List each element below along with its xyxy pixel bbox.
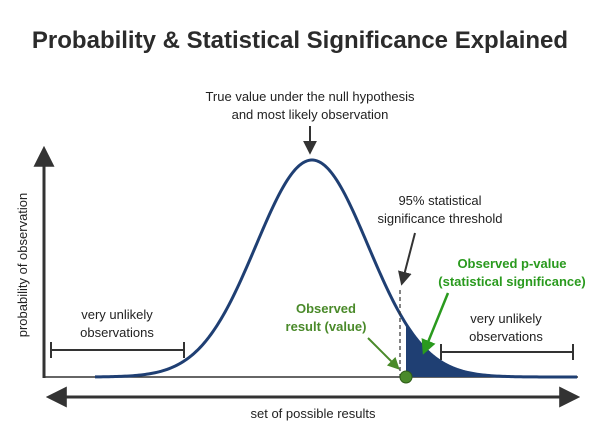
left-tail-bracket <box>50 342 185 358</box>
pvalue-annotation-line2: (statistical significance) <box>438 274 585 289</box>
threshold-annotation-line1: 95% statistical <box>398 193 481 208</box>
peak-annotation-line2: and most likely observation <box>232 107 389 122</box>
threshold-arrow <box>398 232 416 286</box>
peak-annotation-line1: True value under the null hypothesis <box>205 89 415 104</box>
page-title: Probability & Statistical Significance E… <box>32 27 568 54</box>
pvalue-annotation-line1: Observed p-value <box>457 256 566 271</box>
right-tail-label-line1: very unlikely <box>470 311 542 326</box>
observed-annotation-line1: Observed <box>296 301 356 316</box>
left-tail-label-line2: observations <box>80 325 154 340</box>
threshold-annotation-line2: significance threshold <box>377 211 502 226</box>
left-tail-label-line1: very unlikely <box>81 307 153 322</box>
observed-annotation-line2: result (value) <box>286 319 367 334</box>
right-tail-label-line2: observations <box>469 329 543 344</box>
pvalue-arrow <box>421 292 450 355</box>
significance-tail-area <box>406 323 578 377</box>
x-axis-label: set of possible results <box>250 406 376 421</box>
observed-arrow <box>367 337 400 370</box>
y-axis-label: probability of observation <box>15 193 30 338</box>
bell-curve <box>94 158 577 379</box>
observed-result-marker <box>399 370 413 384</box>
right-tail-bracket <box>440 344 574 360</box>
